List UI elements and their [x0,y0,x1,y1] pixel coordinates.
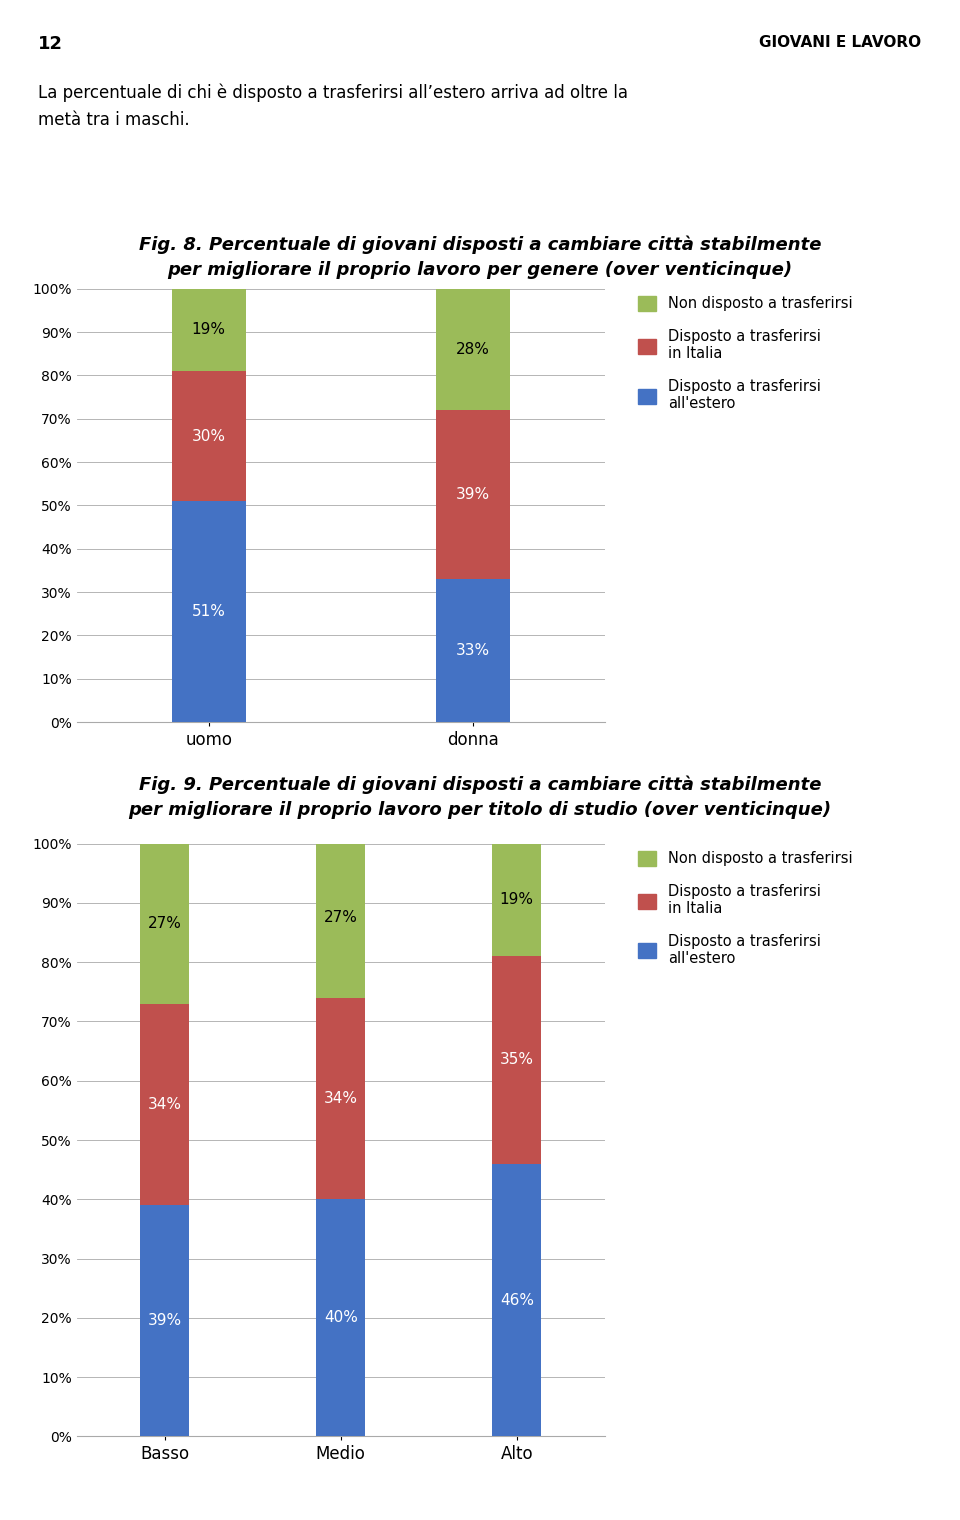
Text: 39%: 39% [148,1313,181,1328]
Bar [140,1205,189,1436]
Text: 28%: 28% [456,342,490,357]
Text: Fig. 9. Percentuale di giovani disposti a cambiare città stabilmente
per miglior: Fig. 9. Percentuale di giovani disposti … [129,775,831,819]
Bar [436,410,510,579]
Text: La percentuale di chi è disposto a trasferirsi all’estero arriva ad oltre la
met: La percentuale di chi è disposto a trasf… [38,84,629,129]
Text: 46%: 46% [500,1292,534,1307]
Bar [492,844,541,956]
Text: 19%: 19% [192,322,226,337]
Bar [140,1003,189,1205]
Bar [316,838,366,997]
Text: 27%: 27% [324,910,358,926]
Bar [492,956,541,1164]
Text: 30%: 30% [192,429,226,444]
Bar [436,579,510,722]
Bar [172,371,246,502]
Text: 39%: 39% [456,486,490,502]
Text: 51%: 51% [192,603,226,619]
Bar [316,997,366,1199]
Text: 34%: 34% [324,1091,358,1107]
Bar [492,1164,541,1436]
Text: GIOVANI E LAVORO: GIOVANI E LAVORO [759,35,922,50]
Text: 33%: 33% [456,643,490,658]
Text: 19%: 19% [500,892,534,907]
Bar [172,502,246,722]
Bar [436,289,510,410]
Legend: Non disposto a trasferirsi, Disposto a trasferirsi
in Italia, Disposto a trasfer: Non disposto a trasferirsi, Disposto a t… [638,296,852,412]
Text: 34%: 34% [148,1097,181,1113]
Text: 27%: 27% [148,917,181,932]
Text: 35%: 35% [500,1052,534,1067]
Bar [172,289,246,371]
Bar [316,1199,366,1436]
Legend: Non disposto a trasferirsi, Disposto a trasferirsi
in Italia, Disposto a trasfer: Non disposto a trasferirsi, Disposto a t… [638,851,852,967]
Text: Fig. 8. Percentuale di giovani disposti a cambiare città stabilmente
per miglior: Fig. 8. Percentuale di giovani disposti … [139,236,821,280]
Text: 40%: 40% [324,1310,358,1325]
Text: 12: 12 [38,35,63,53]
Bar [140,844,189,1003]
